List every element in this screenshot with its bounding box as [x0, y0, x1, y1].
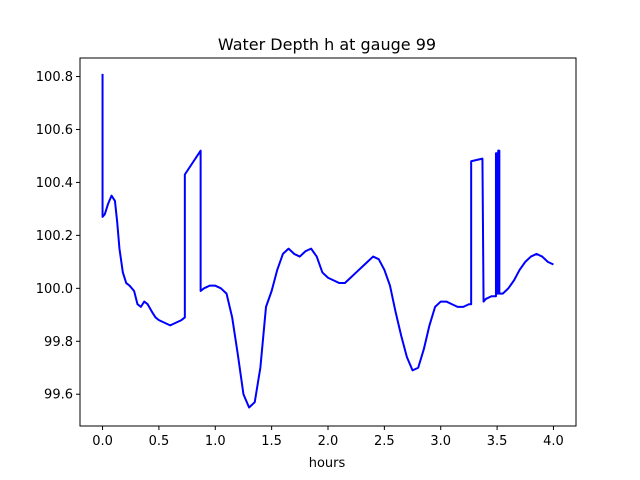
x-tick-label: 2.5: [374, 434, 395, 449]
x-tick-label: 1.5: [261, 434, 282, 449]
y-tick-label: 100.6: [36, 123, 73, 138]
x-tick-label: 0.5: [149, 434, 170, 449]
y-tick-label: 99.6: [44, 388, 73, 403]
x-tick-label: 2.0: [318, 434, 339, 449]
y-axis: 99.6 99.8 100.0 100.2 100.4 100.6 100.8: [36, 70, 80, 403]
x-tick-label: 3.0: [430, 434, 451, 449]
series-line: [101, 73, 554, 409]
x-axis-label: hours: [309, 456, 346, 471]
chart-title: Water Depth h at gauge 99: [218, 35, 436, 54]
y-tick-label: 99.8: [44, 335, 73, 350]
x-axis: 0.0 0.5 1.0 1.5 2.0 2.5 3.0 3.5 4.0: [92, 426, 564, 449]
x-tick-label: 3.5: [487, 434, 508, 449]
y-tick-label: 100.4: [36, 176, 73, 191]
y-tick-label: 100.8: [36, 70, 73, 85]
y-tick-label: 100.2: [36, 229, 73, 244]
x-tick-label: 0.0: [92, 434, 113, 449]
y-tick-label: 100.0: [36, 282, 73, 297]
x-tick-label: 4.0: [543, 434, 564, 449]
x-tick-label: 1.0: [205, 434, 226, 449]
